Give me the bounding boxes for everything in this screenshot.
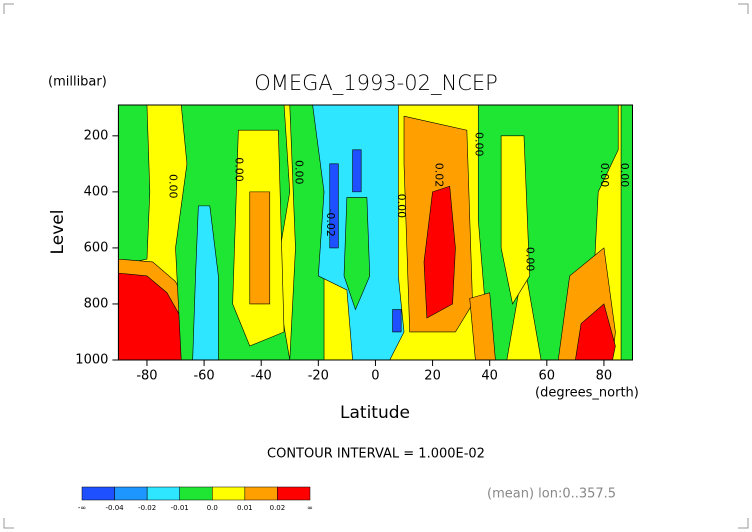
colorbar-label: -0.02 bbox=[138, 504, 156, 512]
colorbar: -∞ -0.04 -0.02 -0.01 0.0 0.01 0.02 ∞ bbox=[78, 486, 313, 512]
colorbar-label: -0.04 bbox=[106, 504, 125, 512]
contour-region bbox=[575, 303, 616, 360]
colorbar-label: 0.0 bbox=[207, 504, 218, 512]
y-tick-label: 800 bbox=[84, 296, 109, 311]
contour-region bbox=[329, 163, 339, 249]
colorbar-swatch bbox=[212, 486, 246, 501]
colorbar-swatch bbox=[244, 486, 278, 501]
colorbar-label: 0.01 bbox=[237, 504, 253, 512]
x-tick-label: -60 bbox=[193, 369, 214, 384]
contour-label: 0.00 bbox=[167, 174, 180, 199]
colorbar-label: 0.02 bbox=[270, 504, 286, 512]
y-tick-label: 400 bbox=[84, 184, 109, 199]
contour-region bbox=[118, 105, 151, 266]
contour-region bbox=[469, 292, 496, 360]
note: CONTOUR INTERVAL = 1.000E-02 bbox=[267, 447, 485, 462]
contour-region bbox=[249, 191, 271, 305]
y-axis-label: Level bbox=[48, 210, 68, 255]
contour-region bbox=[289, 105, 325, 360]
plot: 0.00 0.00 0.00 -0.02 0.00 0.02 0.00 0.00 0.00 0.0… bbox=[75, 104, 633, 384]
footer: (mean) lon:0..357.5 bbox=[487, 487, 616, 502]
corner-marks bbox=[3, 3, 749, 529]
contour-label: 0.02 bbox=[432, 163, 445, 188]
x-axis-label: Latitude bbox=[340, 403, 410, 423]
contour-label: 0.00 bbox=[618, 163, 631, 188]
field: 0.00 0.00 0.00 -0.02 0.00 0.02 0.00 0.00 0.00 0.0… bbox=[118, 105, 633, 360]
colorbar-swatch bbox=[277, 486, 311, 501]
y-tick-label: 200 bbox=[84, 128, 109, 143]
colorbar-swatch bbox=[179, 486, 213, 501]
contour-label: 0.00 bbox=[232, 157, 245, 182]
contour-label: 0.00 bbox=[472, 132, 485, 157]
x-tick-label: 60 bbox=[539, 369, 556, 384]
contour-region bbox=[392, 309, 402, 333]
contour-region bbox=[423, 185, 456, 319]
x-tick-label: 80 bbox=[596, 369, 613, 384]
chart-title: OMEGA_1993-02_NCEP bbox=[254, 71, 498, 95]
contour-region bbox=[352, 149, 362, 193]
x-tick-label: 20 bbox=[424, 369, 441, 384]
contour-label: -0.02 bbox=[324, 208, 337, 236]
colorbar-swatch bbox=[81, 486, 115, 501]
colorbar-label: ∞ bbox=[307, 504, 313, 512]
contour-label: 0.00 bbox=[524, 247, 537, 272]
x-tick-label: -40 bbox=[251, 369, 272, 384]
contour-label: 0.00 bbox=[292, 160, 305, 185]
x-tick-label: -80 bbox=[136, 369, 157, 384]
y-tick-label: 1000 bbox=[75, 353, 108, 368]
y-unit: (millibar) bbox=[48, 75, 107, 90]
contour-region bbox=[620, 105, 633, 360]
contour-region bbox=[500, 135, 530, 305]
colorbar-swatch bbox=[114, 486, 148, 501]
x-tick-label: 40 bbox=[481, 369, 498, 384]
colorbar-label: -∞ bbox=[78, 504, 86, 512]
x-tick-label: -20 bbox=[308, 369, 329, 384]
contour-region bbox=[343, 197, 371, 311]
colorbar-label: -0.01 bbox=[171, 504, 189, 512]
colorbar-swatch bbox=[146, 486, 180, 501]
contour-label: 0.00 bbox=[395, 194, 408, 219]
contour-region bbox=[192, 205, 219, 360]
y-tick-label: 600 bbox=[84, 240, 109, 255]
contour-label: 0.00 bbox=[598, 163, 611, 188]
x-tick-label: 0 bbox=[371, 369, 379, 384]
x-unit: (degrees_north) bbox=[535, 386, 639, 401]
